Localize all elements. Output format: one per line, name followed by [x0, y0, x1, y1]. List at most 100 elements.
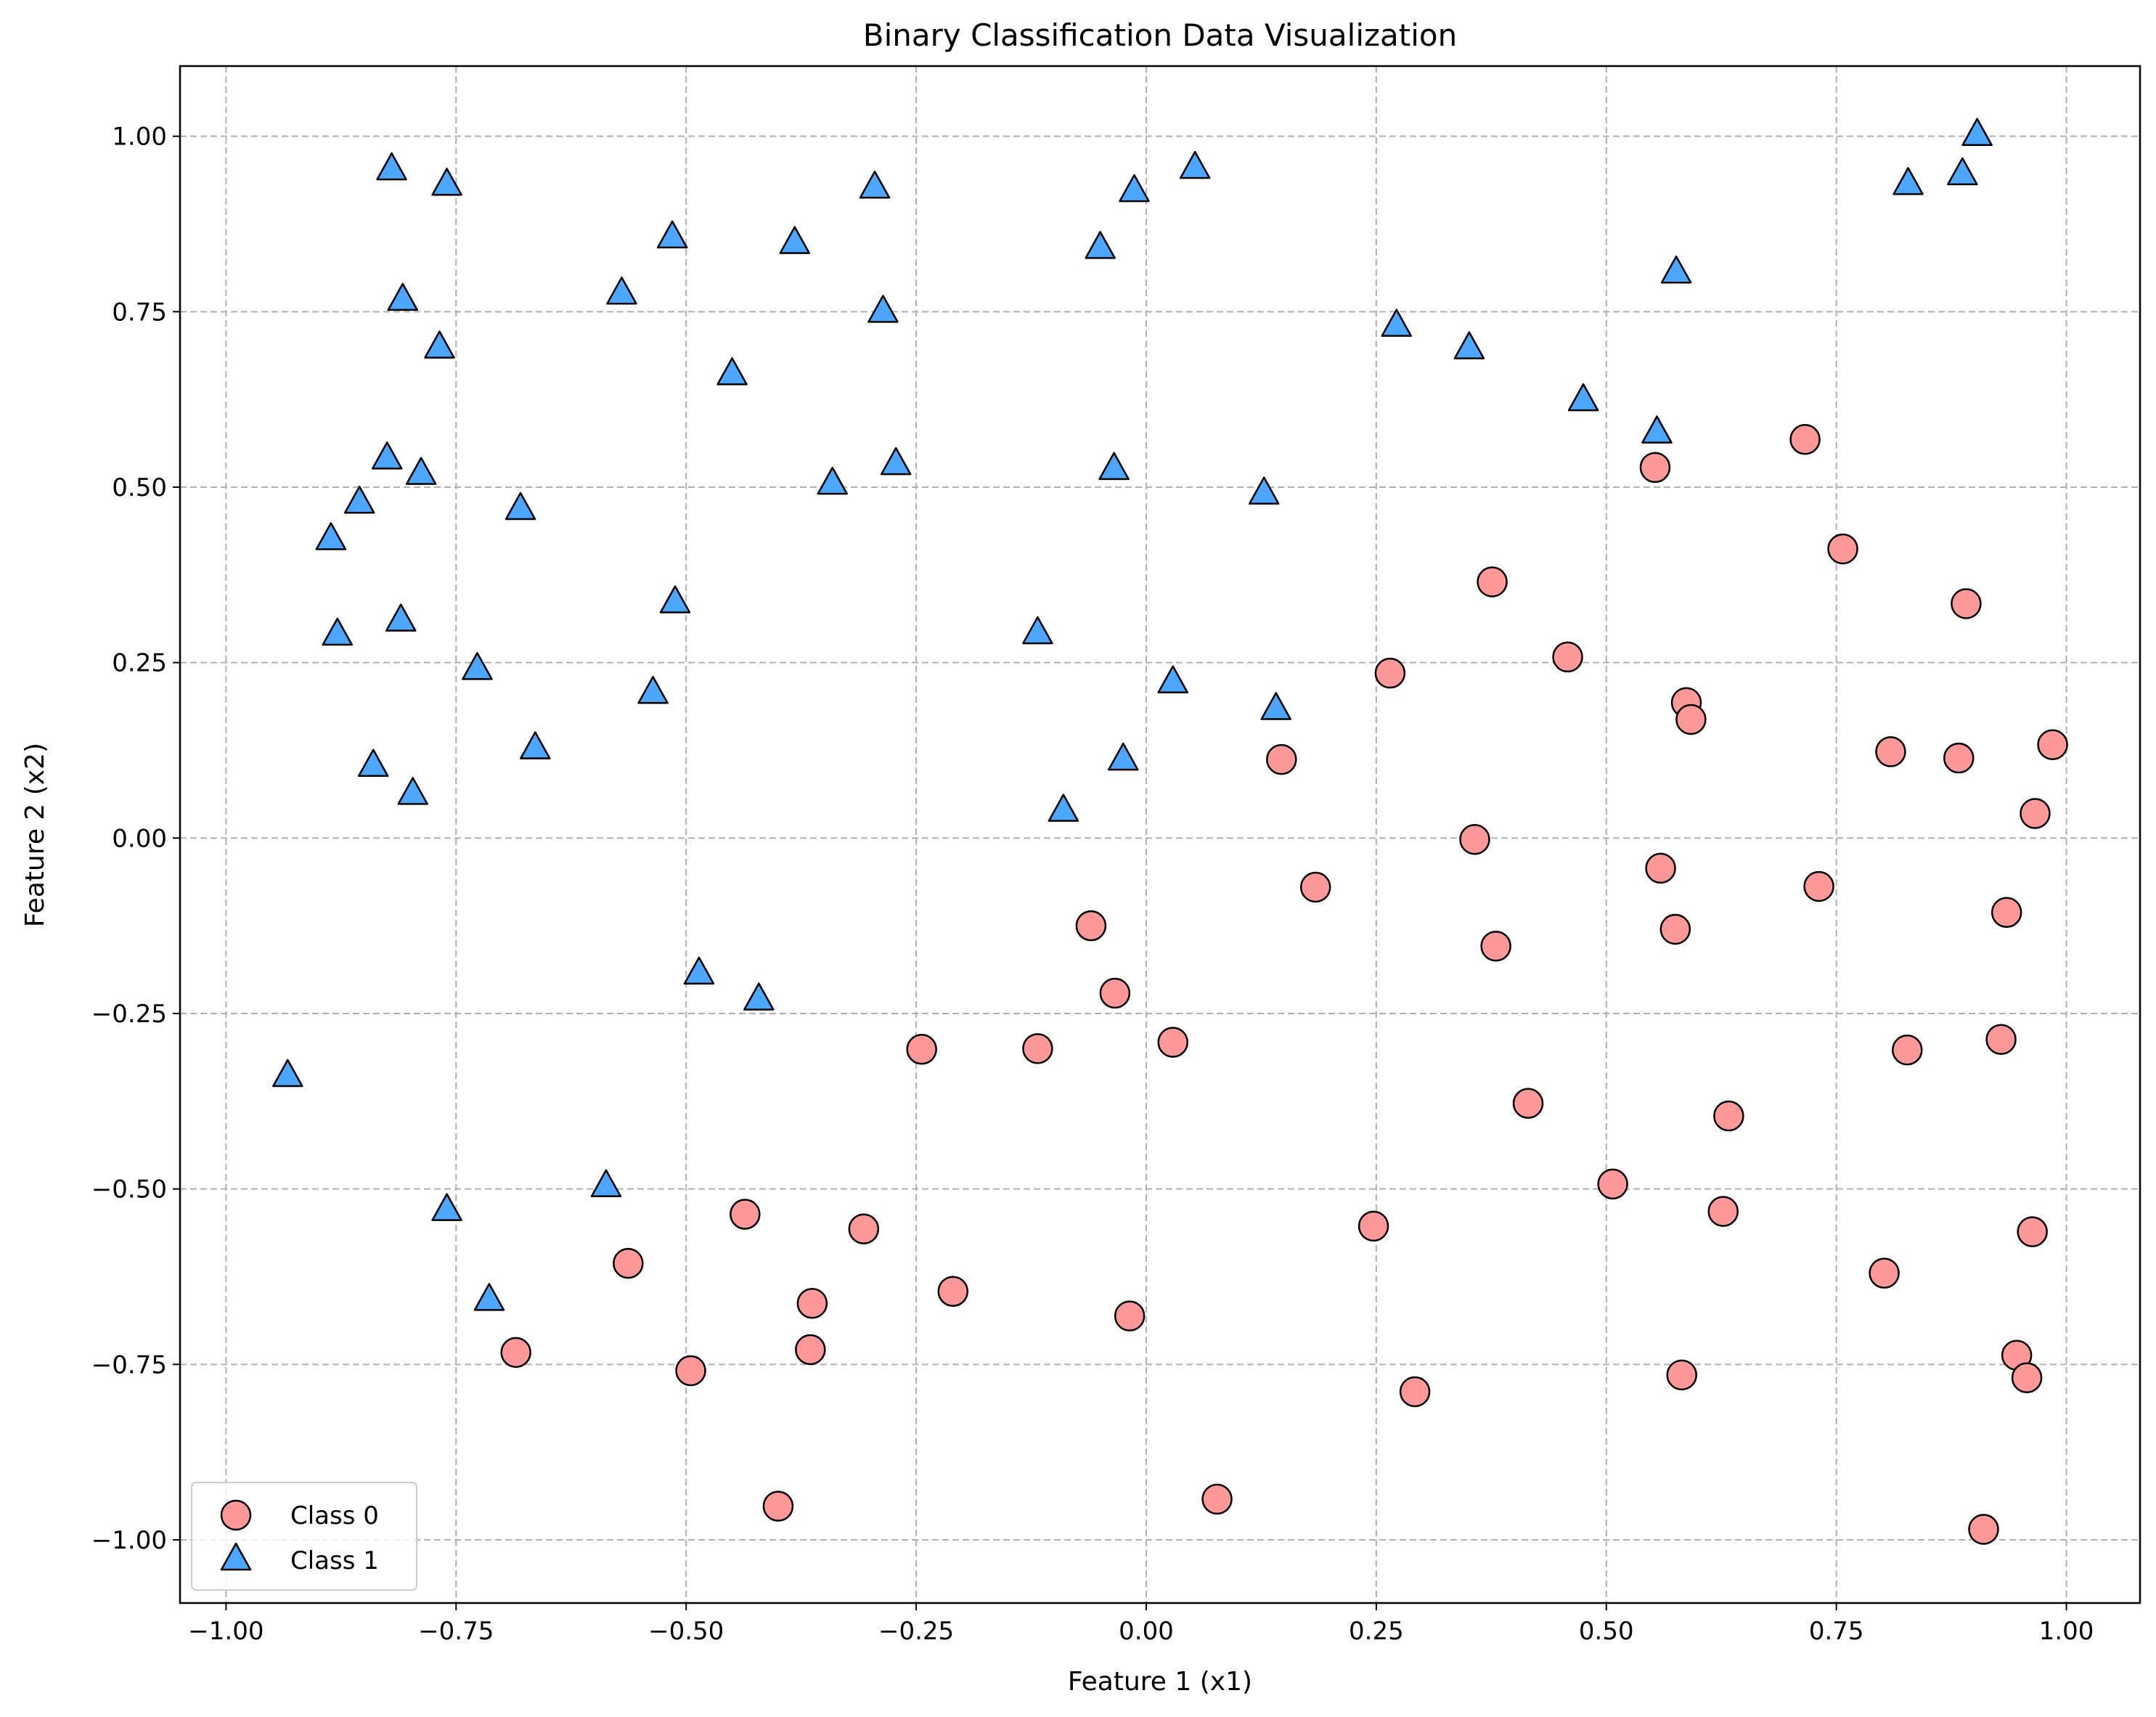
- class-0-point: [1707, 1196, 1739, 1227]
- y-tick-label: 0.25: [112, 649, 167, 678]
- class-0-point: [906, 1034, 937, 1065]
- y-tick-label: −0.75: [91, 1350, 167, 1379]
- axes-frame: [179, 65, 2141, 1604]
- class-0-point: [730, 1199, 761, 1230]
- class-0-point: [1075, 910, 1107, 942]
- class-1-point: [1098, 452, 1130, 481]
- y-tick-label: 0.75: [112, 298, 167, 327]
- y-tick-label: 1.00: [112, 123, 167, 152]
- class-1-point: [867, 295, 899, 323]
- class-1-point: [1248, 476, 1280, 505]
- class-1-point: [424, 330, 455, 359]
- x-tick-label: 0.00: [1119, 1617, 1174, 1646]
- class-0-point: [1266, 743, 1297, 775]
- class-0-point: [1869, 1257, 1900, 1289]
- x-tick-label: 0.25: [1349, 1617, 1404, 1646]
- class-1-point: [1157, 665, 1188, 693]
- class-1-point: [779, 226, 811, 254]
- class-0-markers: [500, 424, 2068, 1545]
- class-1-point: [859, 170, 891, 199]
- class-1-point: [1048, 794, 1079, 822]
- class-1-point: [716, 357, 748, 386]
- class-1-markers: [272, 118, 1993, 1311]
- class-1-point: [1179, 150, 1211, 179]
- class-1-point: [1641, 415, 1673, 444]
- class-1-point: [1108, 742, 1139, 771]
- x-tick-label: −0.25: [878, 1617, 954, 1646]
- class-0-point: [1968, 1514, 1999, 1545]
- x-axis: −1.00 −0.75 −0.50 −0.25 0.00 0.25 0.50 0.75 1.00: [188, 1603, 2094, 1646]
- class-0-point: [1477, 566, 1508, 598]
- class-0-point: [1985, 1024, 2017, 1056]
- class-1-point: [1453, 331, 1485, 359]
- class-0-point: [1099, 977, 1131, 1009]
- x-tick-label: 0.50: [1579, 1617, 1634, 1646]
- y-tick-label: −0.25: [91, 1000, 167, 1029]
- class-1-point: [385, 603, 417, 632]
- x-tick-label: 0.75: [1809, 1617, 1864, 1646]
- class-0-point: [1552, 641, 1583, 673]
- class-0-point: [762, 1490, 794, 1522]
- class-0-point: [1201, 1483, 1233, 1515]
- class-1-point: [405, 457, 437, 485]
- class-1-point: [1381, 309, 1413, 337]
- class-0-point: [675, 1355, 706, 1387]
- class-0-point: [1943, 742, 1975, 774]
- class-1-point: [1085, 231, 1116, 259]
- class-0-point: [1659, 913, 1691, 945]
- class-1-point: [505, 492, 536, 521]
- class-0-point: [1892, 1035, 1923, 1066]
- class-0-point: [1645, 852, 1676, 884]
- class-0-point: [1114, 1300, 1146, 1331]
- class-0-point: [1639, 452, 1671, 484]
- class-0-point: [1374, 657, 1406, 689]
- class-1-point: [376, 152, 407, 181]
- class-0-point: [1459, 824, 1490, 855]
- legend-label-class-0: Class 0: [290, 1501, 379, 1530]
- y-axis-label: Feature 2 (x2): [20, 743, 50, 927]
- class-0-point: [1157, 1027, 1188, 1058]
- class-1-point: [520, 731, 551, 759]
- class-1-point: [397, 777, 428, 805]
- class-1-point: [1022, 616, 1053, 645]
- class-0-point: [795, 1334, 826, 1366]
- class-1-point: [656, 220, 688, 249]
- class-1-point: [1947, 157, 1978, 186]
- class-0-point: [1789, 424, 1821, 455]
- class-0-point: [1666, 1359, 1697, 1391]
- legend-marker-class-1: [220, 1542, 252, 1571]
- class-0-point: [2011, 1362, 2043, 1393]
- chart-title: Binary Classification Data Visualization: [863, 17, 1458, 53]
- class-1-point: [1892, 167, 1924, 195]
- class-1-point: [462, 652, 493, 680]
- y-tick-label: −1.00: [91, 1526, 167, 1555]
- x-axis-label: Feature 1 (x1): [1068, 1667, 1252, 1697]
- y-tick-label: −0.50: [91, 1175, 167, 1204]
- class-0-point: [1399, 1376, 1431, 1408]
- class-1-point: [1119, 174, 1150, 203]
- x-tick-label: 1.00: [2039, 1617, 2094, 1646]
- class-1-point: [371, 441, 403, 470]
- y-tick-label: 0.50: [112, 473, 167, 502]
- x-tick-label: −0.50: [648, 1617, 724, 1646]
- class-1-point: [880, 446, 912, 476]
- class-1-point: [1660, 255, 1692, 284]
- y-tick-label: 0.00: [112, 824, 167, 853]
- class-1-point: [683, 956, 715, 985]
- class-1-point: [315, 522, 347, 550]
- class-0-point: [1299, 871, 1331, 903]
- legend-marker-class-0: [220, 1499, 252, 1531]
- class-1-point: [272, 1059, 303, 1088]
- class-1-point: [1961, 118, 1993, 146]
- class-0-point: [796, 1287, 828, 1319]
- legend: Class 0 Class 1: [191, 1482, 417, 1591]
- legend-label-class-1: Class 1: [290, 1546, 379, 1575]
- class-1-point: [1260, 692, 1291, 720]
- class-0-point: [1597, 1168, 1628, 1200]
- class-1-point: [322, 617, 354, 646]
- class-0-point: [2017, 1216, 2048, 1247]
- class-0-point: [500, 1337, 531, 1369]
- class-0-point: [1951, 588, 1982, 619]
